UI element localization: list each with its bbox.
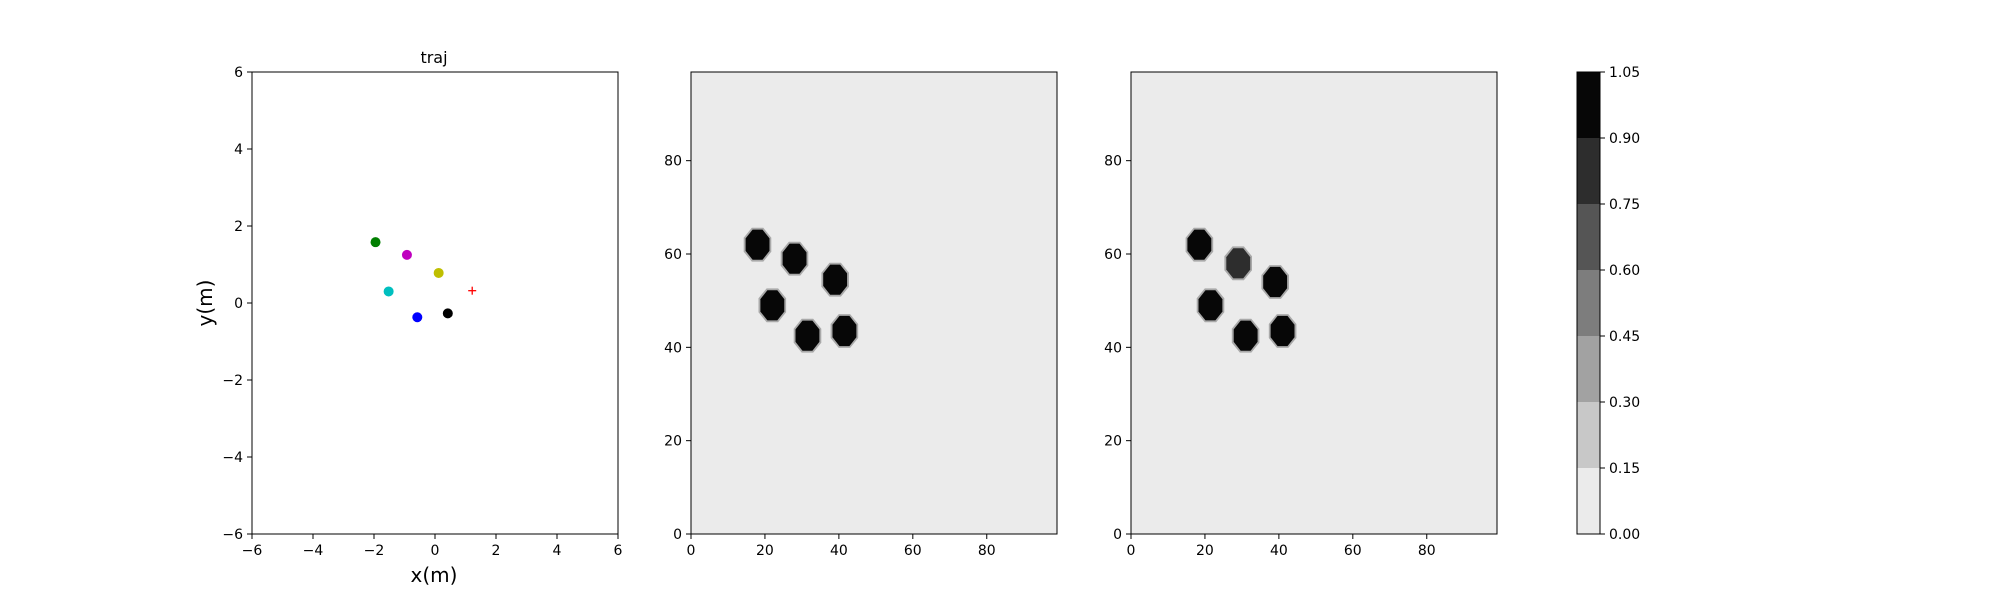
hm2-y-tick-label: 60 bbox=[1104, 247, 1122, 263]
heatmap-panel-2: 0 20 40 60 80 0 20 40 60 80 bbox=[1104, 71, 1498, 559]
hm1-x-tick-label: 80 bbox=[978, 543, 996, 559]
traj-y-label: y(m) bbox=[193, 280, 217, 327]
traj-x-tick-label: 6 bbox=[614, 543, 623, 559]
hm1-y-tick-label: 40 bbox=[664, 340, 682, 356]
colorbar-tick-label: 0.30 bbox=[1609, 395, 1640, 411]
traj-y-tick-label: −6 bbox=[222, 527, 243, 543]
hm2-x-tick-label: 80 bbox=[1418, 543, 1436, 559]
hm2-y-tick-label: 80 bbox=[1104, 154, 1122, 170]
traj-y-tick-label: 4 bbox=[234, 142, 243, 158]
colorbar-band bbox=[1577, 336, 1600, 402]
traj-x-label: x(m) bbox=[411, 563, 458, 587]
traj-x-tick-label: −2 bbox=[364, 543, 385, 559]
colorbar-bands bbox=[1577, 72, 1600, 534]
hm2-blob bbox=[1187, 229, 1212, 260]
colorbar-band bbox=[1577, 402, 1600, 468]
colorbar-band bbox=[1577, 270, 1600, 336]
hm1-x-tick-label: 20 bbox=[756, 543, 774, 559]
traj-y-tick-label: 6 bbox=[234, 65, 243, 81]
hm1-blob bbox=[795, 320, 820, 351]
heatmap-1-blobs bbox=[743, 227, 859, 353]
heatmap-1-y-ticks: 0 20 40 60 80 bbox=[664, 154, 691, 543]
traj-title: traj bbox=[420, 48, 447, 67]
heatmap-1-x-ticks: 0 20 40 60 80 bbox=[687, 534, 996, 559]
traj-goal-marker bbox=[468, 286, 477, 295]
hm2-y-tick-label: 20 bbox=[1104, 434, 1122, 450]
traj-x-tick-label: 0 bbox=[431, 543, 440, 559]
traj-y-tick-label: −4 bbox=[222, 450, 243, 466]
hm1-y-tick-label: 60 bbox=[664, 247, 682, 263]
hm1-y-tick-label: 80 bbox=[664, 154, 682, 170]
traj-x-tick-label: −6 bbox=[242, 543, 263, 559]
traj-y-ticks: −6 −4 −2 0 2 4 6 bbox=[222, 65, 252, 543]
traj-y-tick-label: 0 bbox=[234, 296, 243, 312]
traj-y-tick-label: −2 bbox=[222, 373, 243, 389]
traj-panel: traj −6 −4 −2 0 2 4 6 −6 −4 −2 0 2 4 6 x(m) y(m) bbox=[193, 48, 623, 587]
heatmap-panel-1: 0 20 40 60 80 0 20 40 60 80 bbox=[664, 71, 1058, 559]
traj-x-tick-label: 2 bbox=[492, 543, 501, 559]
colorbar-band bbox=[1577, 72, 1600, 138]
traj-point bbox=[412, 312, 423, 323]
heatmap-2-y-ticks: 0 20 40 60 80 bbox=[1104, 154, 1131, 543]
colorbar-frame bbox=[1576, 71, 1601, 535]
hm1-blob bbox=[782, 243, 807, 274]
hm2-blob bbox=[1263, 266, 1288, 298]
colorbar-tick-label: 0.75 bbox=[1609, 197, 1640, 213]
traj-x-tick-label: −4 bbox=[303, 543, 324, 559]
hm2-blob bbox=[1198, 290, 1223, 321]
hm1-x-tick-label: 60 bbox=[904, 543, 922, 559]
heatmap-2-blobs bbox=[1185, 227, 1297, 353]
hm1-y-tick-label: 0 bbox=[673, 527, 682, 543]
traj-point bbox=[383, 286, 394, 297]
hm2-y-tick-label: 0 bbox=[1113, 527, 1122, 543]
traj-x-ticks: −6 −4 −2 0 2 4 6 bbox=[242, 534, 623, 559]
hm1-y-tick-label: 20 bbox=[664, 434, 682, 450]
traj-points bbox=[370, 237, 477, 323]
hm2-y-tick-label: 40 bbox=[1104, 340, 1122, 356]
colorbar-band bbox=[1577, 138, 1600, 204]
heatmap-1-frame bbox=[690, 71, 1058, 535]
hm1-blob bbox=[745, 229, 770, 260]
colorbar-tick-label: 0.90 bbox=[1609, 131, 1640, 147]
hm2-blob bbox=[1233, 320, 1258, 351]
colorbar: 0.00 0.15 0.30 0.45 0.60 0.75 0.90 1.05 bbox=[1576, 65, 1640, 543]
traj-point bbox=[442, 308, 453, 319]
hm1-x-tick-label: 0 bbox=[687, 543, 696, 559]
hm1-blob bbox=[823, 264, 848, 295]
hm1-x-tick-label: 40 bbox=[830, 543, 848, 559]
hm1-blob bbox=[760, 290, 785, 321]
hm2-blob bbox=[1226, 248, 1251, 279]
colorbar-tick-label: 0.00 bbox=[1609, 527, 1640, 543]
colorbar-tick-label: 0.60 bbox=[1609, 263, 1640, 279]
hm2-x-tick-label: 40 bbox=[1270, 543, 1288, 559]
heatmap-2-x-ticks: 0 20 40 60 80 bbox=[1127, 534, 1436, 559]
colorbar-tick-label: 0.45 bbox=[1609, 329, 1640, 345]
heatmap-2-background bbox=[1131, 72, 1497, 534]
colorbar-ticks: 0.00 0.15 0.30 0.45 0.60 0.75 0.90 1.05 bbox=[1600, 65, 1640, 543]
colorbar-tick-label: 1.05 bbox=[1609, 65, 1640, 81]
heatmap-1-background bbox=[691, 72, 1057, 534]
traj-x-tick-label: 4 bbox=[553, 543, 562, 559]
hm2-x-tick-label: 20 bbox=[1196, 543, 1214, 559]
hm2-x-tick-label: 0 bbox=[1127, 543, 1136, 559]
traj-y-tick-label: 2 bbox=[234, 219, 243, 235]
colorbar-tick-label: 0.15 bbox=[1609, 461, 1640, 477]
hm2-blob bbox=[1270, 315, 1295, 347]
colorbar-band bbox=[1577, 204, 1600, 270]
traj-point bbox=[433, 267, 444, 278]
traj-point bbox=[401, 249, 412, 260]
traj-point bbox=[370, 237, 381, 248]
hm1-blob bbox=[832, 315, 857, 347]
hm2-x-tick-label: 60 bbox=[1344, 543, 1362, 559]
colorbar-band bbox=[1577, 468, 1600, 534]
traj-plot-area bbox=[252, 72, 618, 534]
heatmap-2-frame bbox=[1130, 71, 1498, 535]
